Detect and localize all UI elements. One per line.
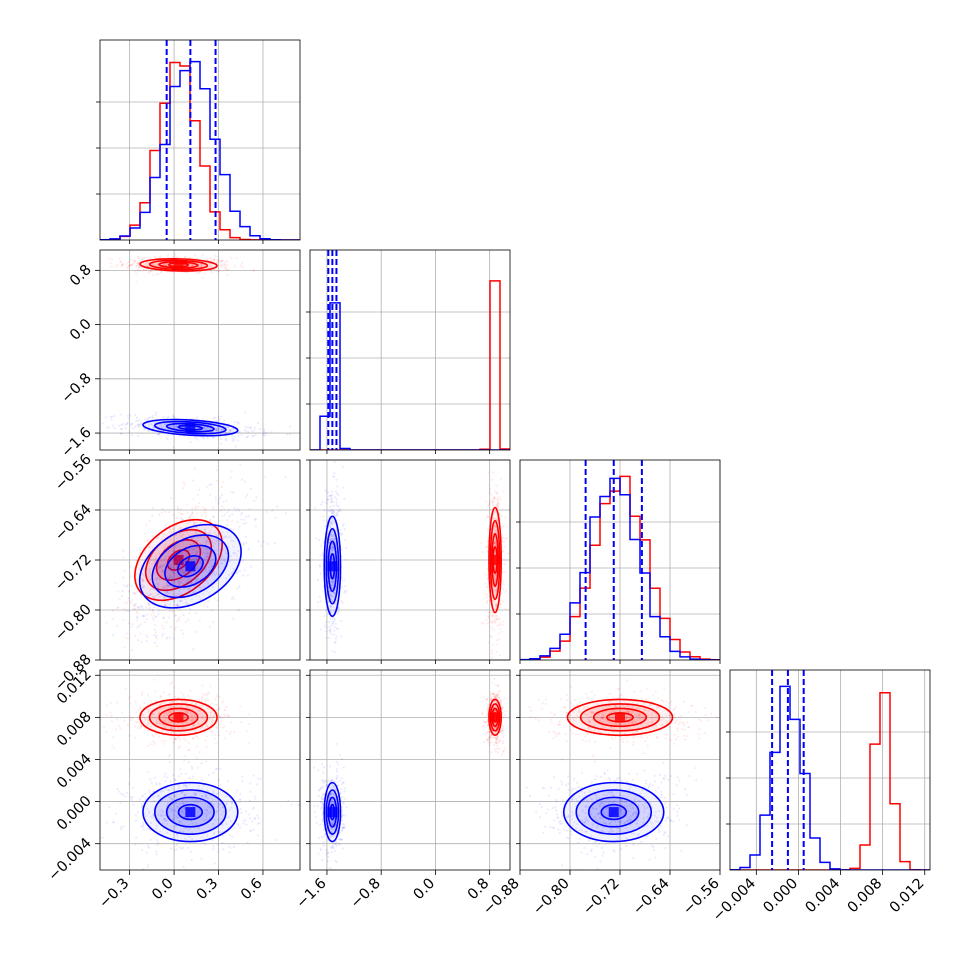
- panel-2d-2-0: [99, 459, 301, 661]
- panel-hist-1: [309, 249, 511, 451]
- x-tick-label: −0.8: [348, 876, 384, 912]
- scatter-points: [314, 461, 348, 660]
- x-tick-label: −0.80: [530, 876, 573, 919]
- x-tick-label: 0.000: [761, 876, 802, 917]
- y-tick-label: −0.72: [52, 552, 95, 595]
- density-peak: [490, 555, 501, 565]
- histogram-red: [730, 691, 930, 870]
- y-tick-label: −0.004: [46, 835, 95, 884]
- panel-hist-3: [729, 669, 931, 871]
- density-peak: [185, 422, 196, 433]
- y-tick-label: −0.64: [52, 502, 95, 545]
- density-peak: [490, 712, 501, 723]
- density-peak: [615, 712, 625, 723]
- histogram-blue: [520, 477, 720, 660]
- x-tick-label: 0.004: [803, 876, 844, 917]
- y-tick-label: 0.0: [67, 316, 95, 344]
- x-tick-label: 0.008: [845, 876, 886, 917]
- panel-2d-3-1: [309, 669, 511, 871]
- density-peak: [173, 712, 184, 723]
- panel-frame: [729, 669, 931, 871]
- y-tick-label: −0.80: [52, 602, 95, 645]
- panel-frame: [309, 669, 511, 871]
- density-peak: [608, 807, 619, 818]
- x-tick-label: −0.3: [96, 876, 132, 912]
- histogram-blue: [100, 60, 300, 240]
- x-tick-label: −0.64: [630, 876, 673, 919]
- y-tick-label: 0.008: [54, 709, 95, 750]
- histogram-red: [310, 280, 510, 450]
- panel-frame: [99, 249, 301, 451]
- x-tick-label: 0.3: [194, 876, 222, 904]
- x-tick-label: −0.72: [580, 876, 623, 919]
- y-tick-label: 0.000: [54, 793, 95, 834]
- scatter-points: [112, 463, 287, 652]
- density-peak: [173, 259, 184, 270]
- density-peak: [327, 807, 338, 818]
- panel-frame: [309, 249, 511, 451]
- y-tick-label: −1.6: [59, 425, 95, 461]
- x-tick-label: 0.6: [238, 876, 266, 904]
- y-tick-label: −0.8: [59, 370, 95, 406]
- y-tick-label: 0.004: [54, 751, 95, 792]
- panel-hist-0: [99, 39, 301, 241]
- x-tick-label: 0.012: [887, 876, 928, 917]
- density-peak: [185, 807, 196, 818]
- x-tick-label: −1.6: [294, 876, 330, 912]
- panel-2d-3-2: [519, 669, 721, 871]
- histogram-blue: [310, 302, 510, 450]
- panel-hist-2: [519, 459, 721, 661]
- x-tick-label: 0.0: [149, 876, 177, 904]
- panel-2d-2-1: [309, 459, 511, 661]
- panel-2d-3-0: [99, 669, 301, 871]
- panel-2d-1-0: [99, 249, 301, 451]
- y-tick-label: 0.8: [67, 262, 95, 290]
- x-tick-label: 0.0: [411, 876, 439, 904]
- panel-frame: [99, 669, 301, 871]
- density-peak: [173, 555, 184, 565]
- density-peak: [327, 561, 338, 572]
- density-peak: [185, 561, 196, 572]
- histogram-blue: [730, 685, 930, 870]
- panel-frame: [99, 39, 301, 241]
- y-tick-label: −0.56: [52, 452, 95, 495]
